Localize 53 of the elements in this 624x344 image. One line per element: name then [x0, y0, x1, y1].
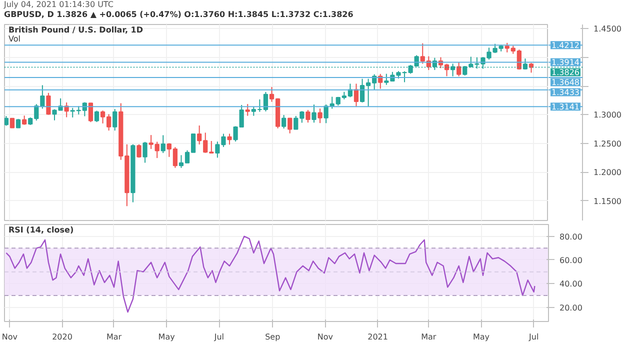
x-tick-label: Nov: [2, 332, 18, 342]
ref-line-label: 1.3433: [552, 88, 580, 98]
y-tick-label: 60.00: [560, 256, 582, 265]
candlestick: [456, 61, 462, 77]
annotation: Vol: [8, 34, 20, 44]
candlestick: [227, 133, 232, 146]
candlestick: [136, 144, 142, 158]
y-tick-label: 80.00: [560, 232, 582, 242]
candlestick: [282, 114, 286, 130]
y-tick-label: 1.3000: [594, 110, 622, 120]
candlestick: [142, 141, 148, 164]
y-tick-label: 1.4500: [594, 24, 622, 34]
candlestick: [112, 108, 118, 132]
annotation: RSI (14, close): [8, 226, 74, 234]
candlestick: [288, 118, 292, 134]
candlestick: [528, 62, 534, 74]
ref-line-label: 1.3141: [552, 102, 580, 112]
ref-line-label: 1.4212: [552, 41, 580, 50]
candlestick: [10, 118, 15, 128]
candlestick: [88, 102, 94, 123]
x-tick-label: Nov: [317, 332, 334, 342]
y-tick-label: 40.00: [560, 280, 582, 289]
x-tick-label: Jul: [528, 332, 539, 342]
chart-title: GBPUSD, D 1.3826 ▲ +0.0065 (+0.47%) O:1.3760 H:1.3845 L:1.3732 C:1.3826: [4, 10, 354, 20]
x-tick-label: Mar: [421, 332, 437, 342]
candlestick: [46, 92, 51, 116]
line-series: [6, 236, 536, 313]
candlestick: [245, 104, 250, 116]
y-tick-label: 1.1500: [594, 196, 622, 206]
candlestick: [94, 110, 100, 123]
x-tick-label: May: [158, 332, 176, 342]
candlestick: [22, 115, 27, 126]
x-tick-label: Sep: [265, 332, 280, 342]
ref-line-label: 1.3914: [552, 58, 580, 68]
y-tick-label: 1.2000: [594, 168, 622, 178]
candlestick: [306, 109, 310, 124]
x-tick-label: Jul: [213, 332, 224, 342]
x-tick-label: May: [472, 332, 490, 342]
y-tick-label: 20.00: [560, 303, 582, 312]
candlestick: [318, 108, 322, 124]
ref-line-label: 1.3826: [552, 68, 580, 78]
candlestick: [4, 116, 9, 126]
ref-line-label: 1.3648: [552, 78, 580, 88]
annotation: British Pound / U.S. Dollar, 1D: [8, 26, 144, 34]
x-tick-label: 2020: [52, 332, 72, 342]
candlestick: [354, 83, 359, 108]
candlestick: [324, 104, 328, 124]
y-tick-label: 1.2500: [594, 139, 622, 148]
candlestick: [312, 104, 316, 124]
candlestick: [160, 134, 166, 154]
x-tick-label: 2021: [368, 332, 388, 342]
x-tick-label: Mar: [106, 332, 122, 342]
chart-subtitle: July 04, 2021 01:14:30 UTC: [4, 0, 114, 10]
